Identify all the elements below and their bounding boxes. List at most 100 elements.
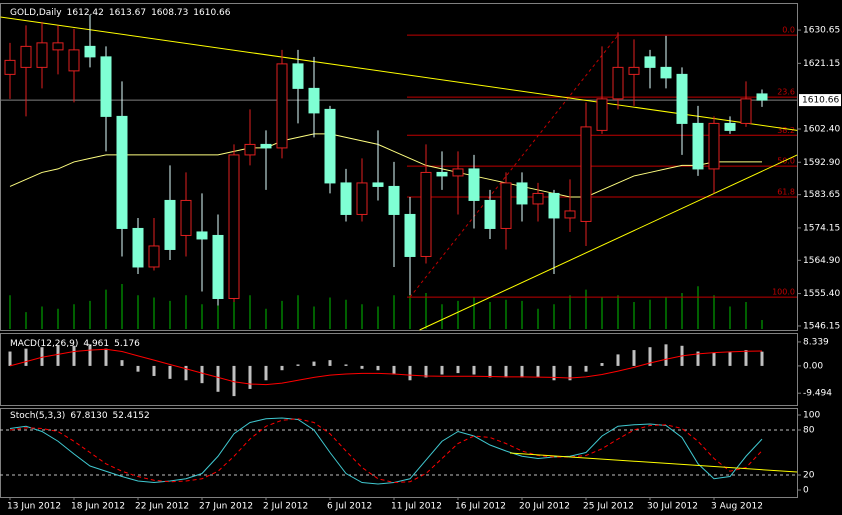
candle-body	[356, 182, 368, 215]
candle-body	[308, 87, 320, 114]
readout-value: 4.961	[83, 339, 109, 349]
macd-bar	[104, 348, 108, 366]
y-tick-label: 1555.40	[803, 289, 840, 299]
macd-bar	[408, 365, 412, 381]
y-tick-label: 8.339	[803, 337, 829, 347]
macd-bar	[216, 365, 220, 392]
fib-label: 0.0	[782, 26, 795, 35]
candle-body	[740, 98, 752, 124]
macd-bar	[24, 348, 28, 366]
macd-bar	[664, 344, 668, 366]
x-tick-label: 3 Aug 2012	[711, 502, 763, 512]
candle-body	[388, 185, 400, 215]
x-tick-label: 30 Jul 2012	[647, 502, 698, 512]
y-tick-label: 1621.15	[803, 59, 840, 69]
macd-bar	[440, 365, 444, 375]
candle-body	[292, 63, 304, 89]
macd-bar	[312, 361, 316, 366]
macd-bar	[728, 351, 732, 366]
trendline	[0, 16, 798, 131]
panel-title: GOLD,Daily	[10, 8, 62, 18]
x-tick-label: 20 Jul 2012	[519, 502, 570, 512]
panel-title: MACD(12,26,9)	[10, 339, 78, 349]
macd-bar	[536, 365, 540, 378]
macd-bar	[648, 347, 652, 366]
current-price-box	[799, 94, 841, 107]
stoch-panel	[0, 408, 798, 498]
candle-body	[372, 182, 384, 187]
candle-body	[36, 42, 48, 68]
macd-bar	[616, 354, 620, 366]
macd-bar	[504, 365, 508, 378]
y-tick-label: 0	[803, 486, 809, 496]
macd-bar	[344, 364, 348, 366]
candle-body	[420, 171, 432, 257]
readout-value: 1612.42	[67, 8, 104, 18]
candle-body	[52, 42, 64, 51]
macd-bar	[568, 365, 572, 381]
macd-bar	[392, 365, 396, 375]
x-tick-label: 22 Jun 2012	[135, 502, 189, 512]
macd-signal	[9, 348, 763, 386]
candle-body	[548, 192, 560, 219]
macd-bar	[184, 365, 188, 381]
candle-body	[164, 199, 176, 250]
panel-header: GOLD,Daily 1612.42 1613.67 1608.73 1610.66	[10, 8, 231, 18]
macd-bar	[712, 352, 716, 366]
macd-bar	[280, 365, 284, 371]
x-tick-label: 6 Jul 2012	[327, 502, 372, 512]
macd-bar	[424, 365, 428, 378]
candle-body	[612, 66, 624, 100]
candle-body	[452, 168, 464, 177]
candle-body	[564, 210, 576, 219]
macd-bar	[296, 364, 300, 366]
candle-body	[244, 143, 256, 156]
readout-value: 1610.66	[193, 8, 230, 18]
y-tick-label: 1592.90	[803, 158, 840, 168]
candle-body	[676, 73, 688, 124]
price-panel	[0, 3, 798, 331]
x-tick-label: 16 Jul 2012	[455, 502, 506, 512]
candle-body	[68, 49, 80, 72]
x-tick-label: 27 Jun 2012	[199, 502, 253, 512]
y-tick-label: 100	[803, 411, 820, 421]
candle-body	[228, 154, 240, 299]
trendline	[419, 154, 798, 331]
readout-value: 1608.73	[151, 8, 188, 18]
macd-bar	[456, 365, 460, 374]
macd-bar	[520, 365, 524, 378]
candle-body	[404, 213, 416, 257]
readout-value: 5.176	[114, 339, 140, 349]
fib-label: 50.0	[777, 157, 795, 166]
candle-body	[132, 227, 144, 268]
candle-body	[692, 122, 704, 170]
macd-bar	[152, 365, 156, 376]
macd-bar	[136, 365, 140, 372]
macd-bar	[584, 365, 588, 372]
candle-body	[468, 168, 480, 201]
candle-body	[628, 66, 640, 75]
macd-bar	[40, 347, 44, 366]
candle-body	[196, 231, 208, 240]
macd-bar	[760, 351, 764, 366]
panel-header: MACD(12,26,9) 4.961 5.176	[10, 339, 140, 349]
trendline	[509, 452, 798, 473]
x-tick-label: 18 Jun 2012	[71, 502, 125, 512]
candle-body	[756, 93, 768, 101]
y-tick-label: 1574.15	[803, 223, 840, 233]
fib-label: 61.8	[777, 187, 795, 196]
readout-value: 67.8130	[70, 411, 107, 421]
candle-body	[500, 182, 512, 229]
candle-body	[4, 59, 16, 75]
candle-body	[100, 56, 112, 117]
macd-bar	[72, 345, 76, 366]
candle-body	[708, 122, 720, 170]
y-tick-label: 1602.40	[803, 125, 840, 135]
macd-bar	[328, 360, 332, 366]
macd-bar	[56, 345, 60, 366]
candle-body	[20, 45, 32, 68]
candle-body	[724, 122, 736, 131]
macd-bar	[168, 365, 172, 379]
macd-bar	[200, 365, 204, 384]
